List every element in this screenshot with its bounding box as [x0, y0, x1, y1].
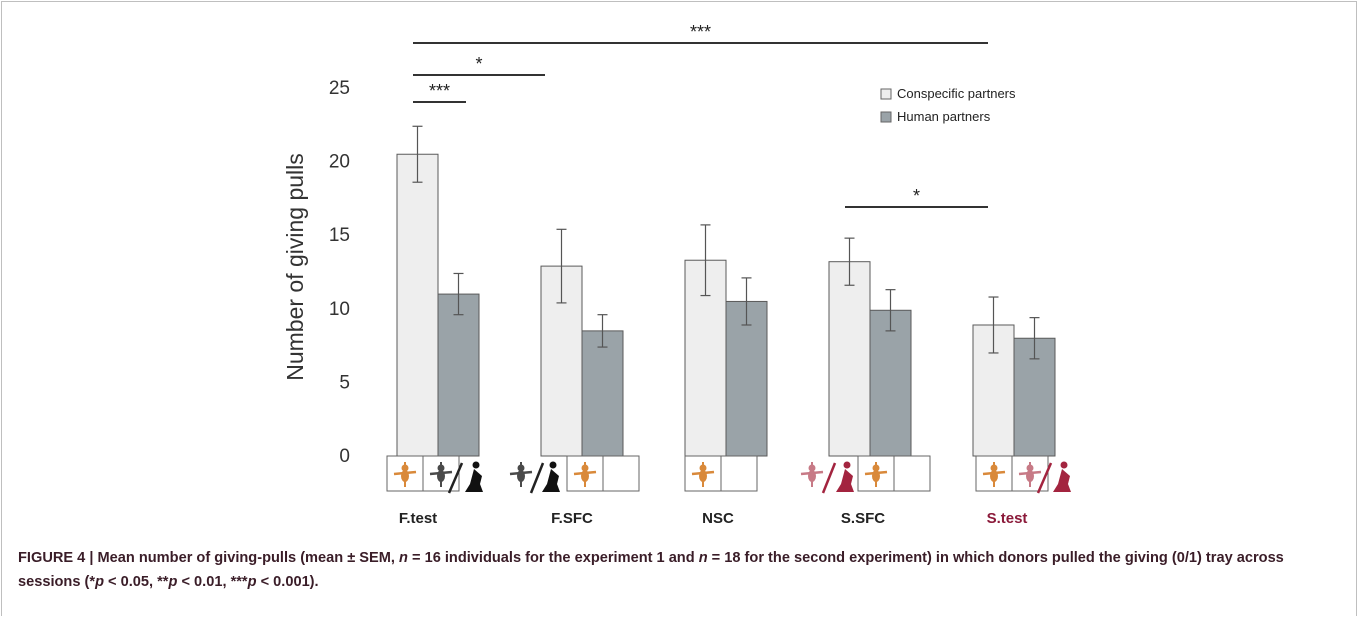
significance-label: *** — [690, 22, 711, 42]
legend-label: Human partners — [897, 109, 991, 124]
conspecific-partner-icon — [864, 462, 888, 487]
human-head — [549, 461, 557, 469]
y-tick-label: 10 — [329, 299, 350, 320]
human-partner-icon — [465, 461, 483, 492]
monkey-arms — [429, 470, 453, 476]
caption-text: < 0.01, *** — [177, 574, 248, 590]
partner-box — [602, 455, 640, 492]
bar — [581, 330, 624, 457]
human-body — [465, 469, 483, 492]
y-tick-label: 20 — [329, 152, 350, 173]
slash-separator — [447, 462, 464, 494]
x-category-label: F.test — [399, 510, 437, 527]
y-tick-label: 5 — [339, 372, 350, 393]
conspecific-partner-icon — [691, 462, 715, 487]
caption-text: = 18 for the second experiment) in which… — [18, 550, 1284, 590]
monkey-head — [437, 464, 445, 472]
monkey-head — [517, 464, 525, 472]
human-body — [542, 469, 560, 492]
caption-n: n — [399, 550, 408, 566]
legend-swatch — [880, 88, 892, 100]
y-tick-label: 0 — [339, 446, 350, 467]
human-body — [836, 469, 854, 492]
human-partner-icon — [1053, 461, 1071, 492]
human-head — [1060, 461, 1068, 469]
human-body — [1053, 469, 1071, 492]
monkey-head — [1026, 464, 1034, 472]
stranger-partner-icon — [1018, 462, 1042, 487]
monkey-head — [990, 464, 998, 472]
x-category-label: F.SFC — [551, 510, 593, 527]
y-tick-label: 15 — [329, 225, 350, 246]
slash-separator — [821, 462, 837, 494]
monkey-head — [401, 464, 409, 472]
legend-label: Conspecific partners — [897, 86, 1016, 101]
monkey-arms — [1018, 470, 1042, 476]
partner-box — [893, 455, 931, 492]
monkey-head — [808, 464, 816, 472]
x-category-label: NSC — [702, 510, 734, 527]
caption-text: < 0.001). — [256, 574, 319, 590]
partner-box — [720, 455, 758, 492]
x-category-label: S.SFC — [841, 510, 885, 527]
conspecific-partner-icon — [573, 462, 597, 487]
monkey-arms — [864, 470, 888, 476]
human-head — [472, 461, 480, 469]
monkey-arms — [800, 470, 824, 476]
conspecific-partner-icon — [393, 462, 417, 487]
familiar-partner-icon — [509, 462, 533, 487]
legend-swatch — [880, 111, 892, 123]
significance-label: * — [475, 54, 482, 74]
familiar-partner-icon — [429, 462, 453, 487]
bar — [828, 261, 871, 457]
human-head — [843, 461, 851, 469]
bar — [437, 293, 480, 457]
monkey-arms — [509, 470, 533, 476]
slash-separator — [529, 462, 545, 494]
y-tick-label: 25 — [329, 78, 350, 99]
monkey-arms — [982, 470, 1006, 476]
significance-label: * — [913, 186, 920, 206]
caption-text: < 0.05, ** — [103, 574, 169, 590]
monkey-arms — [573, 470, 597, 476]
human-partner-icon — [836, 461, 854, 492]
significance-label: *** — [429, 81, 450, 101]
monkey-head — [872, 464, 880, 472]
slash-separator — [1036, 462, 1053, 494]
monkey-head — [699, 464, 707, 472]
conspecific-partner-icon — [982, 462, 1006, 487]
monkey-arms — [393, 470, 417, 476]
figure-caption: FIGURE 4 | Mean number of giving-pulls (… — [18, 546, 1338, 594]
caption-text: = 16 individuals for the experiment 1 an… — [407, 550, 699, 566]
monkey-arms — [691, 470, 715, 476]
caption-p: p — [95, 574, 104, 590]
x-category-label: S.test — [987, 510, 1028, 527]
caption-p: p — [247, 574, 257, 590]
stranger-partner-icon — [800, 462, 824, 487]
human-partner-icon — [542, 461, 560, 492]
bar — [396, 153, 439, 457]
caption-n: n — [698, 550, 708, 566]
y-axis-label: Number of giving pulls — [282, 153, 308, 381]
caption-text: FIGURE 4 | Mean number of giving-pulls (… — [18, 550, 400, 566]
bar — [869, 309, 912, 457]
monkey-head — [581, 464, 589, 472]
caption-p: p — [168, 574, 178, 590]
